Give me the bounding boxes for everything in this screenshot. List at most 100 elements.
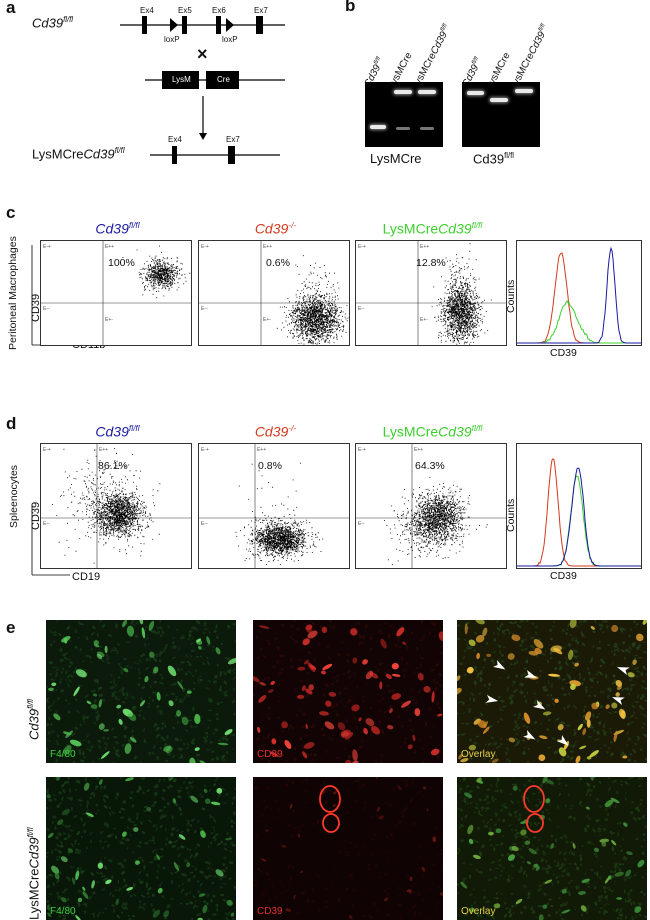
pct-d2: 0.8% — [258, 460, 282, 472]
svg-text:E++: E++ — [263, 244, 272, 250]
col-title-lysmcre: LysMCreCd39fl/fl — [382, 220, 483, 237]
svg-text:E--: E-- — [43, 306, 50, 312]
panel-label-c: c — [6, 203, 16, 222]
micro-label-f480: F4/80 — [50, 749, 76, 760]
bottom-allele-label: LysMCreCd39fl/fl — [32, 146, 125, 162]
svg-text:E-+: E-+ — [358, 447, 366, 453]
pct-c3: 12.8% — [416, 257, 446, 269]
micro-label-overlay: Overlay — [461, 906, 496, 917]
d-hist-xlabel: CD39 — [550, 570, 577, 582]
micrograph-overlay-lysmcre: Overlay — [457, 777, 647, 920]
loxp-triangle-1 — [170, 18, 178, 32]
exon6-box — [216, 16, 221, 34]
loxp-triangle-2 — [226, 18, 234, 32]
svg-text:E-+: E-+ — [201, 244, 209, 250]
col-title-d-cd39-flfl: Cd39fl/fl — [95, 423, 140, 440]
micro-label-overlay: Overlay — [461, 749, 496, 760]
gene-targeting-diagram — [120, 16, 285, 164]
svg-text:E-+: E-+ — [43, 244, 51, 250]
exon-label-4: Ex4 — [140, 6, 154, 15]
svg-text:E-+: E-+ — [358, 244, 366, 250]
micro-label-cd39: CD39 — [257, 906, 283, 917]
micro-label-f480: F4/80 — [50, 906, 76, 917]
gel2-caption: Cd39fl/fl — [473, 151, 515, 167]
exon7-box — [256, 16, 263, 34]
svg-text:E++: E++ — [99, 447, 108, 453]
dotplot-c3: E-+ E++ E-- E+- — [355, 240, 507, 346]
gel-lysmcre — [365, 82, 443, 147]
svg-text:E+-: E+- — [99, 532, 107, 538]
exon5-box — [182, 16, 187, 34]
gel-band — [490, 98, 508, 102]
gel-band — [420, 127, 434, 130]
gel1-caption: LysMCre — [370, 151, 422, 166]
top-allele-label: Cd39fl/fl — [32, 15, 74, 31]
svg-text:E++: E++ — [420, 244, 429, 250]
d-hist-ylabel: Counts — [505, 498, 517, 532]
dotplot-d3: E-+ E++ E-- E+- — [355, 443, 507, 569]
loxp-label-1: loxP — [164, 35, 180, 44]
histogram-d — [516, 443, 642, 569]
gel-band — [396, 127, 410, 130]
svg-text:E+-: E+- — [414, 532, 422, 538]
row-label-macrophages: Peritoneal Macrophages — [7, 236, 19, 350]
dotplot-d1: E-+ E++ E-- E+- — [40, 443, 192, 569]
svg-text:E+-: E+- — [420, 317, 428, 323]
pct-d3: 64.3% — [415, 460, 445, 472]
bottom-exon-label-4: Ex4 — [168, 135, 182, 144]
row-label-e1: Cd39fl/fl — [26, 698, 42, 740]
svg-text:E--: E-- — [43, 521, 50, 527]
gel-band — [394, 90, 412, 94]
histogram-c — [516, 240, 642, 346]
d-xaxis-label: CD19 — [72, 571, 101, 583]
c-hist-xlabel: CD39 — [550, 347, 577, 359]
svg-text:E--: E-- — [358, 521, 365, 527]
pct-c1: 100% — [108, 257, 135, 269]
d-axis-arrows — [31, 505, 70, 576]
gel-band — [467, 91, 484, 95]
panel-label-b: b — [345, 0, 356, 15]
svg-text:E+-: E+- — [263, 317, 271, 323]
gel-band — [418, 90, 436, 94]
svg-text:E++: E++ — [414, 447, 423, 453]
dotplot-d2: E-+ E++ E-- E+- — [198, 443, 350, 569]
micrograph-overlay-flfl: Overlay — [457, 620, 647, 763]
svg-text:E++: E++ — [257, 447, 266, 453]
pct-d1: 86.1% — [98, 460, 128, 472]
svg-text:E--: E-- — [358, 306, 365, 312]
lysm-box-label: LysM — [172, 75, 191, 84]
loxp-label-2: loxP — [222, 35, 238, 44]
panel-label-e: e — [6, 618, 16, 637]
micro-label-cd39: CD39 — [257, 749, 283, 760]
svg-text:E--: E-- — [201, 521, 208, 527]
svg-text:E+-: E+- — [257, 532, 265, 538]
gel-band — [515, 89, 533, 93]
dotplot-c2: E-+ E++ E-- E+- — [198, 240, 350, 346]
micrograph-f480-lysmcre: F4/80 — [46, 777, 236, 920]
micrograph-cd39-flfl: CD39 — [253, 620, 443, 763]
panel-label-a: a — [6, 0, 16, 17]
cre-box-label: Cre — [217, 75, 230, 84]
svg-text:E++: E++ — [105, 244, 114, 250]
bottom-exon-label-7: Ex7 — [226, 135, 240, 144]
svg-text:E-+: E-+ — [201, 447, 209, 453]
micrograph-f480-flfl: F4/80 — [46, 620, 236, 763]
micrograph-cd39-lysmcre: CD39 — [253, 777, 443, 920]
svg-text:E--: E-- — [201, 306, 208, 312]
svg-text:E+-: E+- — [105, 317, 113, 323]
exon4-box — [142, 16, 147, 34]
col-title-d-cd39-ko: Cd39-/- — [254, 423, 297, 440]
col-title-cd39-ko: Cd39-/- — [254, 220, 297, 237]
svg-text:E-+: E-+ — [43, 447, 51, 453]
cross-symbol: × — [197, 44, 208, 64]
gel-cd39 — [462, 82, 540, 147]
c-hist-ylabel: Counts — [505, 279, 517, 313]
exon-label-7: Ex7 — [254, 6, 268, 15]
dotplot-c1: E-+ E++ E-- E+- — [40, 240, 192, 346]
row-label-spleenocytes: Spleenocytes — [8, 464, 20, 528]
col-title-cd39-flfl: Cd39fl/fl — [95, 220, 140, 237]
exon-label-5: Ex5 — [178, 6, 192, 15]
gel-band — [370, 125, 386, 129]
col-title-d-lysmcre: LysMCreCd39fl/fl — [382, 423, 483, 440]
row-label-e2: LysMCreCd39fl/fl — [26, 827, 42, 920]
